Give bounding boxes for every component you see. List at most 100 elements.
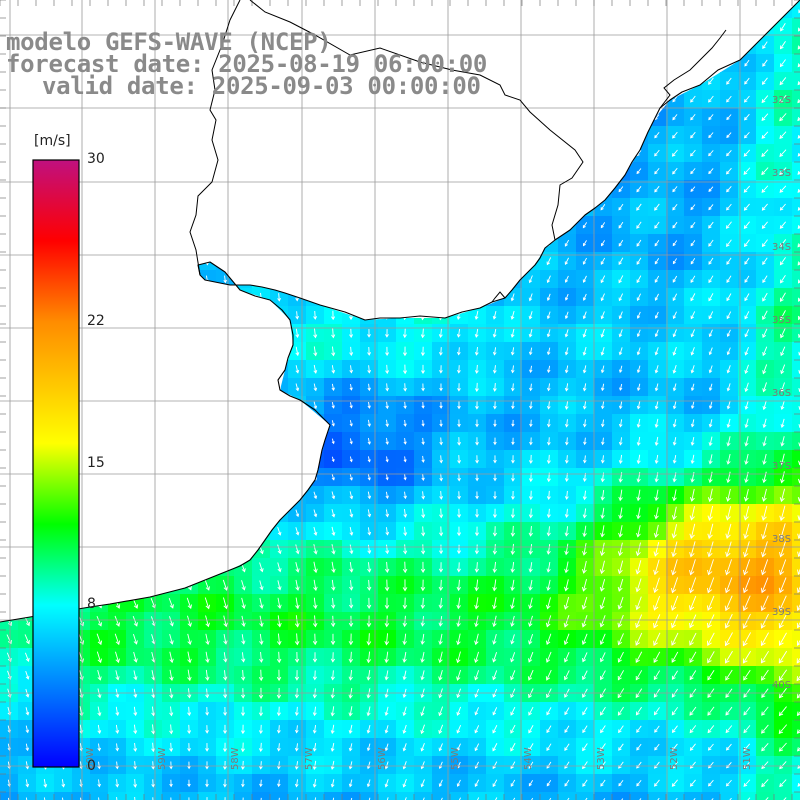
wind-arrow-head	[438, 189, 443, 193]
wind-arrow-head	[241, 495, 246, 500]
wind-arrow	[241, 419, 245, 427]
wind-arrow	[151, 420, 155, 426]
wind-cell	[162, 144, 181, 163]
wind-arrow	[114, 401, 120, 409]
wind-arrow	[152, 239, 154, 247]
wind-arrow-head	[133, 243, 137, 248]
wind-cell	[216, 306, 235, 325]
wind-arrow	[546, 203, 552, 211]
wind-arrow-head	[187, 261, 192, 266]
wind-arrow-head	[618, 9, 623, 13]
wind-arrow	[493, 59, 497, 67]
wind-arrow	[367, 131, 371, 139]
wind-cell	[144, 126, 163, 145]
wind-arrow	[636, 132, 642, 138]
wind-arrow-head	[97, 9, 102, 14]
wind-arrow-head	[133, 189, 137, 194]
wind-arrow-head	[456, 225, 461, 230]
wind-arrow-head	[116, 423, 120, 427]
wind-cell	[288, 198, 307, 217]
wind-arrow-head	[26, 531, 30, 535]
wind-arrow-head	[744, 27, 748, 32]
wind-cell	[792, 468, 800, 487]
wind-arrow	[150, 347, 156, 355]
wind-arrow-head	[384, 189, 389, 194]
wind-arrow-head	[241, 207, 245, 212]
wind-arrow-head	[420, 153, 425, 158]
wind-cell	[216, 108, 235, 127]
wind-arrow-head	[600, 135, 604, 139]
wind-arrow-head	[241, 513, 246, 518]
wind-cell	[234, 342, 253, 361]
wind-cell	[252, 162, 271, 181]
wind-cell	[558, 162, 577, 181]
wind-arrow-head	[26, 351, 30, 356]
wind-cell	[72, 126, 91, 145]
wind-arrow	[80, 203, 82, 211]
wind-arrow	[168, 491, 174, 499]
wind-arrow-head	[492, 171, 496, 176]
wind-arrow-head	[726, 9, 730, 14]
wind-cell	[630, 792, 649, 800]
wind-arrow-head	[26, 585, 30, 590]
wind-arrow-head	[206, 513, 210, 518]
wind-arrow	[240, 508, 246, 518]
wind-arrow-head	[295, 495, 300, 500]
wind-cell	[126, 558, 145, 577]
wind-arrow	[241, 346, 245, 356]
wind-arrow-head	[26, 441, 30, 445]
wind-arrow	[314, 239, 316, 247]
wind-arrow-head	[672, 9, 677, 13]
wind-cell	[666, 54, 685, 73]
wind-cell	[630, 72, 649, 91]
wind-arrow-head	[456, 45, 461, 50]
wind-cell	[180, 342, 199, 361]
wind-arrow-head	[26, 387, 30, 391]
wind-arrow	[439, 203, 443, 211]
wind-arrow-head	[223, 190, 227, 194]
wind-cell	[234, 162, 253, 181]
wind-arrow-head	[726, 45, 730, 49]
wind-cell	[414, 162, 433, 181]
wind-cell	[288, 450, 307, 469]
wind-arrow-head	[241, 279, 246, 284]
wind-cell	[72, 108, 91, 127]
wind-arrow-head	[295, 280, 299, 284]
wind-cell	[306, 198, 325, 217]
wind-arrow-head	[474, 171, 478, 176]
wind-arrow-head	[312, 153, 317, 158]
wind-arrow-head	[636, 134, 640, 139]
wind-arrow-head	[600, 170, 604, 175]
wind-arrow-head	[672, 81, 676, 85]
wind-cell	[792, 180, 800, 199]
wind-arrow-head	[384, 279, 389, 284]
wind-arrow	[457, 203, 461, 211]
wind-cell	[558, 180, 577, 199]
wind-arrow	[403, 113, 407, 121]
wind-cell	[468, 180, 487, 199]
wind-cell	[0, 306, 19, 325]
wind-cell	[108, 540, 127, 559]
wind-arrow	[278, 113, 280, 121]
wind-arrow-head	[277, 99, 281, 103]
wind-arrow-head	[223, 207, 227, 212]
wind-cell	[576, 108, 595, 127]
wind-arrow	[170, 221, 172, 229]
wind-cell	[126, 108, 145, 127]
wind-cell	[252, 324, 271, 343]
wind-arrow-head	[205, 297, 210, 302]
wind-arrow	[600, 168, 606, 174]
wind-cell	[216, 198, 235, 217]
wind-arrow-head	[223, 405, 228, 410]
wind-arrow	[241, 365, 245, 373]
wind-cell	[414, 198, 433, 217]
wind-arrow	[529, 221, 533, 229]
wind-arrow-head	[294, 189, 299, 194]
wind-arrow	[296, 167, 298, 175]
wind-cell	[180, 306, 199, 325]
wind-arrow-head	[25, 171, 30, 176]
wind-arrow	[152, 221, 154, 229]
wind-arrow	[260, 274, 262, 284]
wind-cell	[792, 18, 800, 37]
